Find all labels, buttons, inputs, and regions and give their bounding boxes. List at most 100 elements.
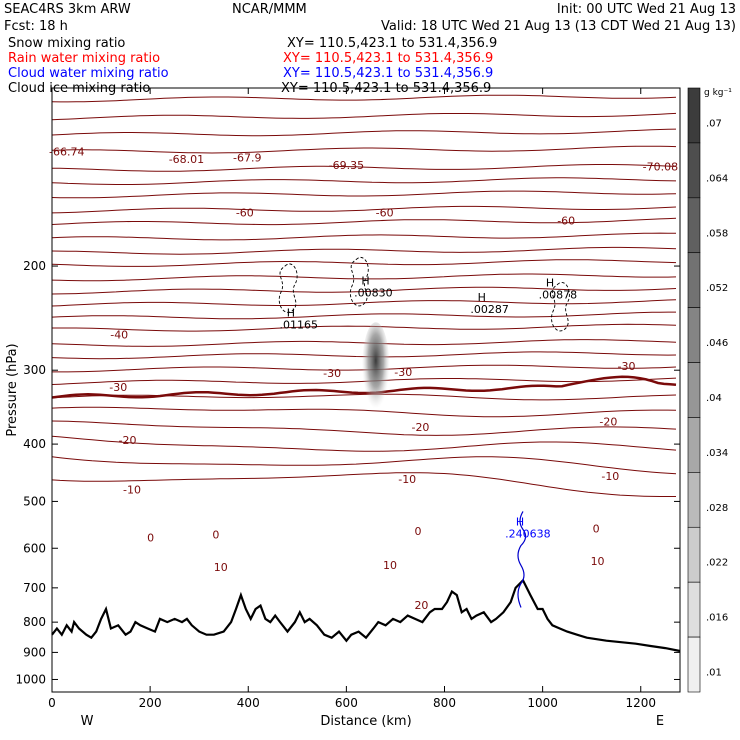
- colorbar-segment: [687, 417, 701, 473]
- isotherm-line: [51, 273, 677, 282]
- y-tick-label: 200: [23, 259, 46, 273]
- x-tick-label: 600: [335, 696, 358, 710]
- init-label: Init: 00 UTC Wed 21 Aug 13: [557, 2, 736, 17]
- isotherm-label: -20: [411, 421, 429, 434]
- isotherm-label: -30: [109, 381, 127, 394]
- model-label: SEAC4RS 3km ARW: [4, 2, 131, 17]
- isotherm-line: [51, 232, 676, 241]
- isotherm-line: [51, 420, 677, 436]
- x-tick-label: 400: [237, 696, 260, 710]
- isotherm-label: 10: [214, 561, 228, 574]
- west-label: W: [81, 714, 94, 729]
- isotherm-line: [51, 177, 677, 185]
- y-tick-label: 1000: [15, 672, 46, 686]
- ice-contour: [551, 282, 570, 332]
- colorbar-tick-label: .01: [706, 668, 722, 679]
- east-label: E: [656, 714, 664, 729]
- field-name-rain: Rain water mixing ratio: [8, 51, 160, 66]
- isotherm-label: -68.01: [169, 153, 204, 166]
- fcst-label: Fcst: 18 h: [4, 19, 68, 34]
- y-tick-label: 300: [23, 363, 46, 377]
- isotherm-label: -69.35: [329, 159, 364, 172]
- isotherm-line: [51, 94, 677, 103]
- snow-shading: [361, 322, 390, 419]
- isotherm-label: -10: [398, 473, 416, 486]
- x-tick-label: 200: [139, 696, 162, 710]
- isotherm-line: [51, 259, 677, 267]
- isotherm-line: [51, 406, 677, 418]
- maximum-value-label: .00287: [470, 303, 509, 316]
- isotherm-line: [51, 217, 677, 226]
- high-marker: H: [287, 306, 295, 319]
- isotherm-line: [51, 246, 677, 255]
- isotherm-line: [51, 435, 677, 452]
- colorbar-tick-label: .058: [706, 228, 728, 239]
- colorbar-tick-label: .016: [706, 613, 728, 624]
- isotherm-label: -70.08: [643, 161, 678, 174]
- field-xy-snow: XY= 110.5,423.1 to 531.4,356.9: [287, 36, 497, 51]
- maximum-value-label: .240638: [505, 527, 551, 540]
- isotherm-label: 20: [414, 599, 428, 612]
- isotherm-line: [51, 112, 677, 121]
- y-tick-label: 900: [23, 645, 46, 659]
- field-xy-cloud-water: XY= 110.5,423.1 to 531.4,356.9: [283, 66, 493, 81]
- x-tick-label: 0: [48, 696, 56, 710]
- field-xy-rain: XY= 110.5,423.1 to 531.4,356.9: [283, 51, 493, 66]
- colorbar-tick-label: .046: [706, 338, 728, 349]
- colorbar-segment: [687, 362, 701, 418]
- field-name-cloud-water: Cloud water mixing ratio: [8, 66, 169, 81]
- isotherm-line: [51, 299, 677, 307]
- field-name-snow: Snow mixing ratio: [8, 36, 125, 51]
- colorbar-segment: [687, 87, 701, 144]
- colorbar-tick-label: .052: [706, 283, 728, 294]
- high-marker: H: [546, 277, 554, 290]
- isotherm-label: -67.9: [233, 151, 261, 164]
- isotherm-label: -60: [557, 214, 575, 227]
- x-tick-label: 800: [433, 696, 456, 710]
- isotherm-line: [51, 128, 677, 137]
- high-marker: H: [361, 274, 369, 287]
- colorbar-segment: [687, 472, 701, 528]
- y-tick-label: 500: [23, 494, 46, 508]
- maximum-value-label: .00830: [354, 286, 393, 299]
- isotherm-label: -30: [323, 367, 341, 380]
- isotherm-label: -10: [601, 470, 619, 483]
- high-marker: H: [516, 515, 524, 528]
- header: SEAC4RS 3km ARW NCAR/MMM Init: 00 UTC We…: [4, 2, 736, 96]
- isotherm-line: [52, 323, 677, 332]
- valid-label: Valid: 18 UTC Wed 21 Aug 13 (13 CDT Wed …: [381, 19, 736, 34]
- plot-frame: [51, 87, 681, 693]
- colorbar-segment: [687, 197, 701, 254]
- isotherm-label: -60: [236, 207, 254, 220]
- isotherm-label: -60: [376, 207, 394, 220]
- x-axis-label: Distance (km): [320, 714, 411, 729]
- isotherm-line: [51, 190, 677, 199]
- high-marker: H: [478, 291, 486, 304]
- y-axis-label: Pressure (hPa): [5, 343, 20, 436]
- isotherm-label: 0: [147, 531, 154, 544]
- isotherm-label: 0: [593, 522, 600, 535]
- isotherm-label: -66.74: [49, 145, 84, 158]
- isotherm-label: -30: [394, 366, 412, 379]
- colorbar-segment: [687, 526, 701, 583]
- isotherm-label: 10: [591, 555, 605, 568]
- y-tick-label: 800: [23, 615, 46, 629]
- colorbar-tick-label: .064: [706, 173, 728, 184]
- maximum-value-label: .00878: [539, 289, 578, 302]
- colorbar-tick-label: .022: [706, 558, 728, 569]
- colorbar-segment: [687, 142, 701, 199]
- isotherm-label: 0: [415, 525, 422, 538]
- isotherm-line: [51, 311, 676, 320]
- colorbar-segment: [687, 307, 701, 363]
- isotherm-line: [51, 472, 676, 497]
- maximum-value-label: .01165: [280, 318, 319, 331]
- isotherm-line: [51, 164, 677, 172]
- isotherm-line: [51, 205, 677, 214]
- colorbar-tick-label: .07: [706, 118, 722, 129]
- colorbar-segment: [687, 252, 701, 308]
- isotherm-label: -30: [618, 360, 636, 373]
- colorbar-segment: [687, 581, 701, 638]
- colorbar: .07 .064 .058 .052 .046 .04 .034 .028 .022 .016 .0…: [687, 87, 732, 693]
